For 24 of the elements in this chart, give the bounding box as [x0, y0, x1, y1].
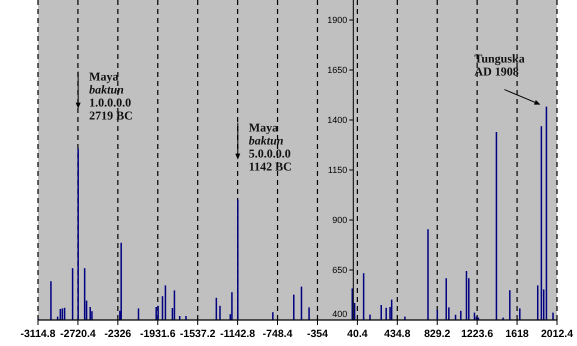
- x-tick-label: -3114.8: [20, 328, 56, 340]
- annotation: Maya baktun 5.0.0.0.0 1142 BC: [248, 120, 292, 174]
- y-tick-label: 1650: [327, 65, 348, 76]
- x-tick-label: 2012.4: [540, 328, 574, 340]
- x-tick-label: -2720.4: [60, 328, 96, 340]
- y-tick-label: 1400: [327, 115, 348, 126]
- x-tick-label: 1618: [505, 328, 529, 340]
- x-tick-label: 434.8: [384, 328, 411, 340]
- x-tick-label: 1223.6: [461, 328, 494, 340]
- y-tick-label: 1900: [327, 15, 348, 26]
- x-tick-label: -1537.2: [180, 328, 216, 340]
- y-tick-label: 1150: [328, 165, 348, 176]
- annotation: Tunguska AD 1908: [474, 52, 525, 79]
- y-tick-label: 650: [332, 265, 348, 276]
- y-tick-label: 400: [332, 309, 348, 320]
- x-tick-label: -354: [306, 328, 328, 340]
- x-tick-label: 40.4: [347, 328, 368, 340]
- x-tick-label: -2326: [104, 328, 132, 340]
- annotation: Maya baktun 1.0.0.0.0 2719 BC: [89, 70, 133, 123]
- x-tick-label: -748.4: [262, 328, 293, 340]
- x-tick-label: -1931.6: [140, 328, 176, 340]
- x-tick-label: 829.2: [424, 328, 451, 340]
- x-tick-label: -1142.8: [220, 328, 256, 340]
- y-tick-label: 900: [332, 215, 348, 226]
